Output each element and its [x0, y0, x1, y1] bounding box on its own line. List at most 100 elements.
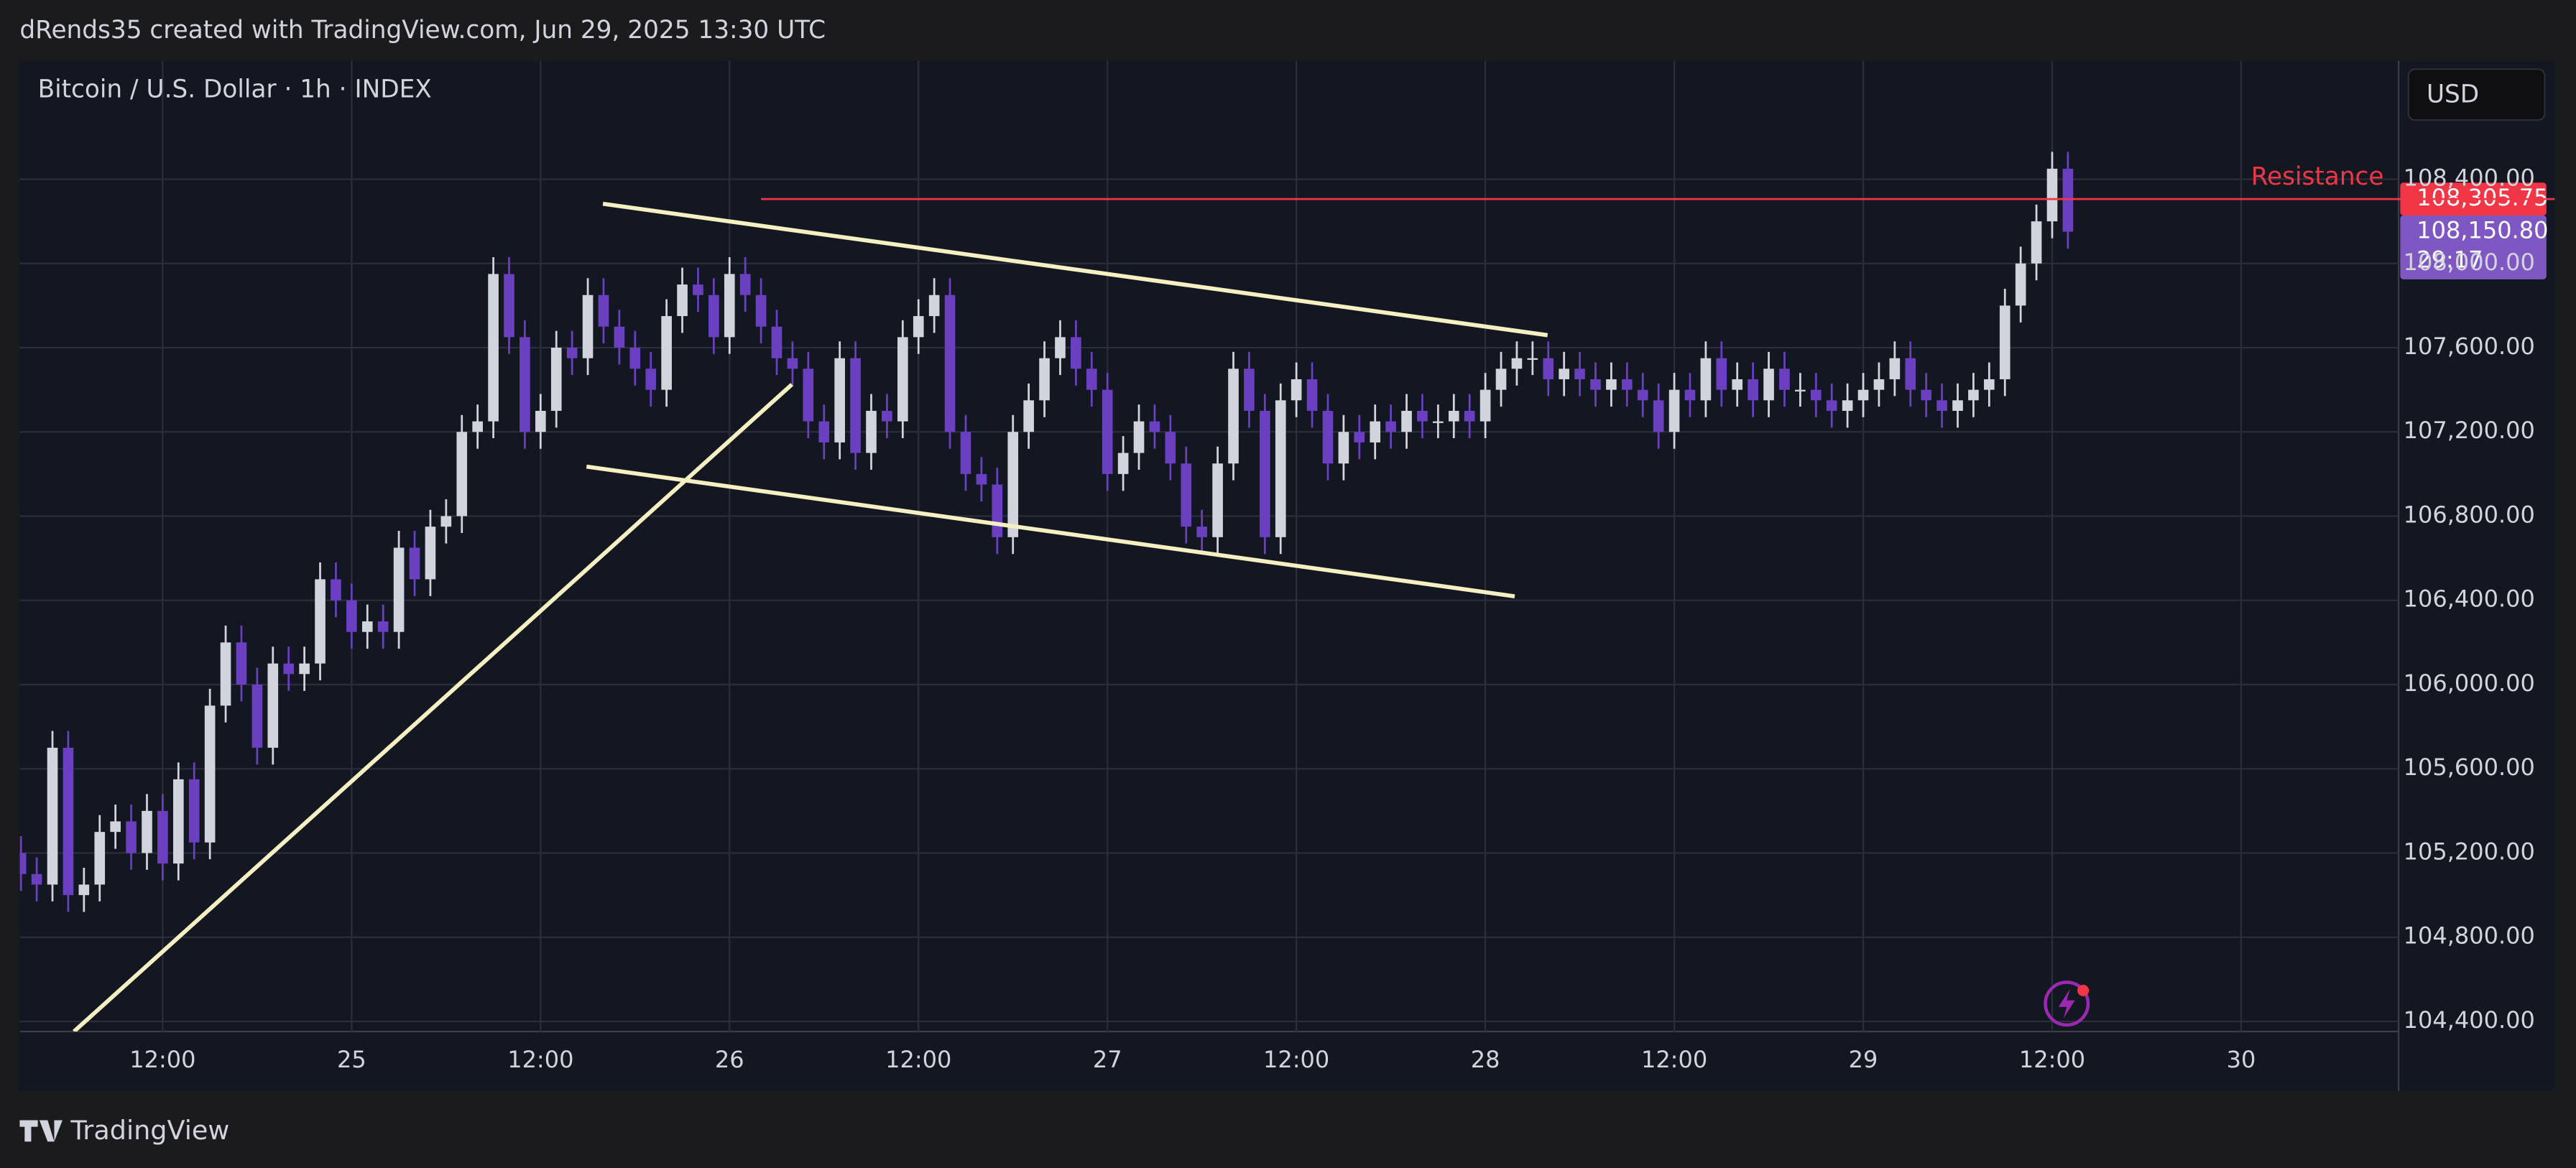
candle-body	[614, 326, 625, 348]
candle-body	[1543, 358, 1554, 379]
currency-button[interactable]	[2407, 68, 2546, 121]
chart-area	[19, 60, 2555, 1091]
candle-body	[582, 295, 594, 358]
candle-body	[251, 684, 263, 748]
candle-body	[1149, 421, 1160, 432]
y-tick-label: 105,200.00	[2404, 838, 2535, 865]
candle-body	[1842, 400, 1853, 411]
candle-body	[1275, 400, 1286, 537]
candle-body	[1086, 369, 1097, 390]
candle-body	[1968, 389, 1979, 401]
candle-body	[1385, 421, 1396, 432]
x-tick-label: 12:00	[2019, 1046, 2085, 1073]
candle-body	[315, 579, 326, 664]
y-tick-label: 105,600.00	[2404, 754, 2535, 781]
x-tick-label: 12:00	[129, 1046, 195, 1073]
candle-body	[157, 810, 168, 864]
candle-body	[2015, 263, 2026, 306]
candle-body	[1921, 389, 1931, 401]
candle-body	[1622, 379, 1633, 390]
candle-body	[787, 358, 798, 369]
candle-body	[1952, 400, 1963, 411]
candle-body	[1590, 379, 1601, 390]
y-tick-label: 108,400.00	[2404, 164, 2535, 192]
candle-body	[1936, 400, 1947, 411]
candle-body	[1338, 432, 1349, 464]
candle-body	[708, 295, 719, 338]
candle-body	[1779, 369, 1790, 390]
candle-body	[1039, 358, 1050, 401]
candle-body	[173, 779, 184, 864]
y-tick-label: 107,600.00	[2404, 333, 2535, 360]
candle-body	[472, 421, 483, 432]
candle-body	[346, 600, 357, 632]
candle-body	[1999, 305, 2011, 379]
candle-body	[897, 337, 908, 422]
x-tick-label: 30	[2227, 1046, 2256, 1073]
candle-body	[976, 473, 987, 485]
candle-body	[1102, 389, 1113, 474]
trend-line	[602, 201, 1548, 338]
alert-icon[interactable]	[2044, 981, 2090, 1027]
x-tick-label: 12:00	[885, 1046, 951, 1073]
brand: TradingView	[70, 1115, 229, 1146]
candle-body	[63, 747, 74, 896]
candle-body	[1511, 358, 1523, 369]
x-tick-label: 25	[337, 1046, 366, 1073]
candle-body	[331, 579, 341, 601]
candle-body	[440, 516, 452, 527]
last-price-tag	[2400, 215, 2547, 279]
candle-body	[1479, 389, 1491, 422]
candle-body	[110, 821, 121, 833]
y-tick-label: 106,000.00	[2404, 669, 2535, 697]
candle-body	[1905, 358, 1916, 390]
candle-body	[550, 348, 562, 411]
candle-body	[126, 821, 137, 853]
candle-body	[850, 358, 861, 453]
y-tick-label: 106,400.00	[2404, 585, 2535, 613]
x-tick-label: 12:00	[1641, 1046, 1707, 1073]
candle-body	[188, 779, 200, 843]
candle-body	[1700, 358, 1712, 401]
candle-body	[94, 832, 106, 885]
candle-body	[629, 348, 641, 369]
candle-body	[1668, 389, 1680, 432]
candle-body	[1244, 369, 1255, 411]
candle-body	[1196, 527, 1207, 537]
candle-body	[1795, 389, 1806, 391]
candle-body	[566, 348, 578, 358]
candle-body	[1732, 379, 1743, 390]
candle-body	[866, 410, 877, 453]
candle-body	[1716, 358, 1727, 390]
candle-body	[1984, 379, 1995, 390]
countdown: 29:17	[2416, 246, 2483, 274]
candle-body	[913, 316, 924, 338]
candle-body	[1559, 369, 1569, 379]
x-tick-label: 26	[715, 1046, 744, 1073]
x-tick-label: 12:00	[1263, 1046, 1329, 1073]
candle-body	[1071, 337, 1081, 369]
candle-body	[1007, 432, 1019, 537]
candle-body	[771, 326, 783, 358]
candle-body	[267, 663, 279, 748]
candle-body	[1826, 400, 1837, 411]
candle-body	[1748, 379, 1758, 401]
candle-body	[992, 484, 1003, 537]
x-tick-label: 29	[1849, 1046, 1878, 1073]
candle-body	[142, 810, 152, 853]
logo	[19, 1120, 63, 1142]
candle-body	[19, 853, 27, 874]
resistance-price: 108,305.75	[2416, 184, 2548, 211]
candle-body	[504, 274, 514, 338]
candle-body	[1637, 389, 1648, 401]
candle-body	[928, 295, 940, 317]
candle-body	[1322, 410, 1334, 464]
candle-body	[1574, 369, 1585, 379]
candle-body	[960, 432, 971, 474]
candle-body	[803, 369, 814, 422]
candle-body	[834, 358, 845, 442]
candle-body	[220, 642, 231, 706]
candle-body	[1291, 379, 1302, 401]
currency[interactable]: USD	[2427, 80, 2479, 108]
